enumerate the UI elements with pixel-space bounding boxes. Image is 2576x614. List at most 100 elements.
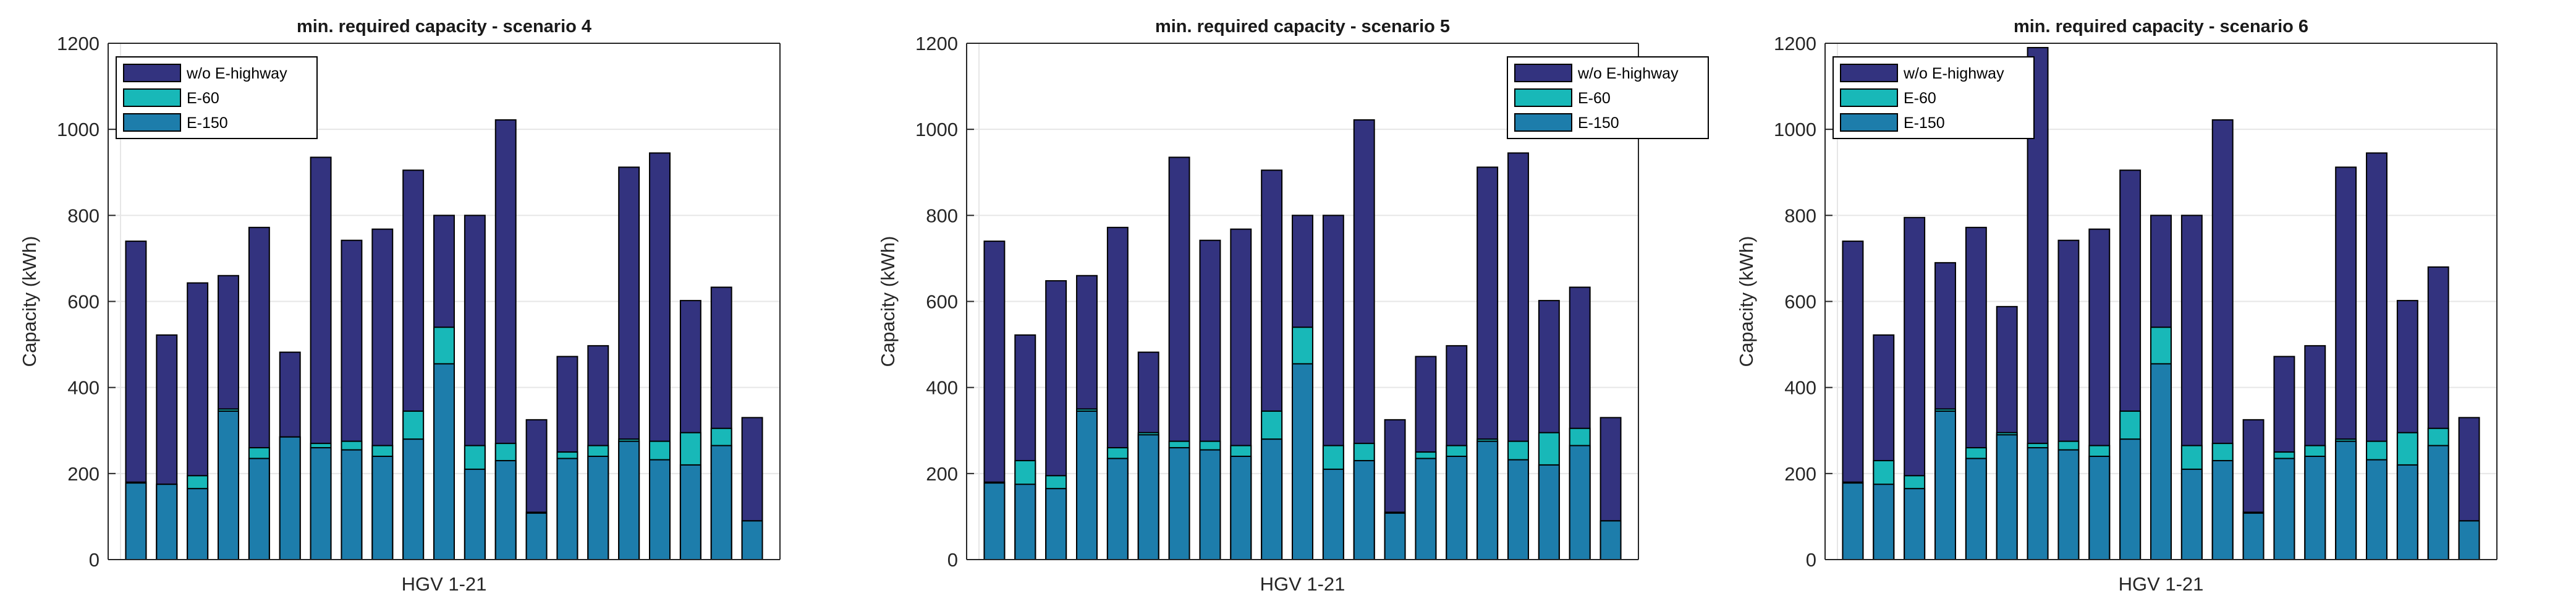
- bar-e-150-hgv-16: [1446, 456, 1468, 560]
- bar-e-150-hgv-11: [2150, 363, 2172, 560]
- bar-e-150-hgv-7: [310, 447, 332, 560]
- bar-e-150-hgv-5: [1965, 458, 1987, 561]
- bar-e-150-hgv-20: [2427, 445, 2449, 561]
- bar-e-150-hgv-17: [1477, 440, 1499, 560]
- bar-e-150-hgv-6: [1996, 434, 2018, 560]
- y-tick-label: 1200: [915, 33, 958, 54]
- bar-e-150-hgv-16: [587, 456, 609, 560]
- bar-e-150-hgv-18: [649, 459, 671, 560]
- legend-swatch-w-o-e-highway: [123, 64, 181, 82]
- legend-label: w/o E-highway: [1577, 65, 1679, 82]
- bar-e-150-hgv-8: [2057, 449, 2080, 560]
- y-axis-label: Capacity (kWh): [19, 236, 40, 367]
- legend-swatch-w-o-e-highway: [1514, 64, 1572, 82]
- bar-e-150-hgv-3: [187, 488, 209, 560]
- bar-e-150-hgv-10: [402, 438, 425, 561]
- bar-e-150-hgv-21: [1599, 520, 1622, 560]
- legend-label: E-60: [1578, 90, 1611, 107]
- bar-e-150-hgv-3: [1045, 488, 1067, 560]
- bar-e-150-hgv-18: [2366, 459, 2387, 560]
- chart-panel-2: 0 200 400 600 800 1000 1200 min. required capac…: [858, 0, 1717, 614]
- bar-e-150-hgv-1: [1842, 482, 1864, 560]
- y-tick-label: 0: [1806, 549, 1816, 571]
- y-tick-label: 1200: [57, 33, 100, 54]
- y-tick-label: 1000: [915, 119, 958, 140]
- chart-panel-3: 0 200 400 600 800 1000 1200 min. required capac…: [1717, 0, 2575, 614]
- legend-swatch-e-150: [123, 113, 181, 132]
- bar-e-150-hgv-2: [1014, 484, 1036, 561]
- legend-swatch-e-150: [1514, 113, 1572, 132]
- y-tick-label: 400: [67, 377, 100, 399]
- chart-panel-1: 0 200 400 600 800 1000 1200 min. required capac…: [0, 0, 858, 614]
- legend-label: E-150: [1578, 114, 1619, 132]
- bar-e-150-hgv-2: [156, 484, 178, 561]
- bar-e-150-hgv-12: [2180, 468, 2203, 560]
- bar-e-150-hgv-3: [1904, 488, 1926, 560]
- bar-e-150-hgv-17: [2335, 440, 2357, 560]
- bar-e-150-hgv-15: [1415, 458, 1437, 561]
- legend-label: w/o E-highway: [186, 65, 287, 82]
- bar-e-150-hgv-5: [1106, 458, 1129, 561]
- bar-e-150-hgv-2: [1873, 484, 1895, 561]
- chart-svg-1: 0 200 400 600 800 1000 1200 min. required capac…: [19, 17, 781, 595]
- y-tick-label: 0: [947, 549, 958, 571]
- bar-e-150-hgv-6: [1137, 434, 1159, 560]
- chart-title: min. required capacity - scenario 6: [2014, 17, 2308, 36]
- y-tick-label: 400: [926, 377, 958, 399]
- legend: w/o E-highway E-60 E-150: [1832, 56, 2035, 139]
- y-tick-label: 800: [926, 205, 958, 226]
- bar-e-150-hgv-1: [125, 482, 147, 560]
- legend-swatch-w-o-e-highway: [1840, 64, 1898, 82]
- y-tick-label: 200: [926, 463, 958, 485]
- bar-e-150-hgv-10: [1261, 438, 1283, 561]
- x-axis-label: HGV 1-21: [2119, 573, 2204, 595]
- bar-e-150-hgv-21: [741, 520, 763, 560]
- legend: w/o E-highway E-60 E-150: [1507, 56, 1709, 139]
- bar-e-150-hgv-20: [1569, 445, 1591, 561]
- bar-e-150-hgv-9: [1230, 456, 1252, 560]
- x-axis-label: HGV 1-21: [1260, 573, 1345, 595]
- bar-e-150-hgv-16: [2304, 456, 2326, 560]
- y-tick-label: 400: [1784, 377, 1816, 399]
- y-tick-label: 600: [67, 291, 100, 313]
- legend-label: E-60: [1904, 90, 1936, 107]
- bar-e-150-hgv-7: [2027, 447, 2049, 560]
- y-tick-label: 200: [1784, 463, 1816, 485]
- y-axis-label: Capacity (kWh): [1735, 236, 1757, 367]
- legend-label: E-150: [1904, 114, 1945, 132]
- bar-e-150-hgv-13: [1353, 459, 1375, 560]
- bar-e-150-hgv-4: [1076, 410, 1098, 560]
- chart-title: min. required capacity - scenario 4: [297, 17, 591, 36]
- legend: w/o E-highway E-60 E-150: [116, 56, 318, 139]
- bar-e-150-hgv-12: [1322, 468, 1344, 560]
- legend-swatch-e-150: [1840, 113, 1898, 132]
- y-tick-label: 800: [67, 205, 100, 226]
- bar-e-150-hgv-20: [710, 445, 732, 561]
- bar-e-150-hgv-13: [494, 459, 517, 560]
- bar-e-150-hgv-17: [618, 440, 640, 560]
- bar-e-150-hgv-13: [2211, 459, 2234, 560]
- y-tick-label: 1000: [57, 119, 100, 140]
- bar-e-150-hgv-15: [556, 458, 578, 561]
- y-axis-label: Capacity (kWh): [877, 236, 899, 367]
- y-tick-label: 1200: [1774, 33, 1816, 54]
- x-axis-label: HGV 1-21: [402, 573, 487, 595]
- legend-swatch-e-60: [1840, 88, 1898, 107]
- bar-e-150-hgv-14: [1384, 512, 1406, 560]
- bar-e-150-hgv-15: [2273, 458, 2295, 561]
- bar-e-150-hgv-9: [2088, 456, 2111, 560]
- bar-e-150-hgv-14: [525, 512, 548, 560]
- bar-e-150-hgv-11: [433, 363, 455, 560]
- bar-e-150-hgv-18: [1507, 459, 1529, 560]
- y-tick-label: 0: [89, 549, 100, 571]
- bar-e-150-hgv-19: [2396, 464, 2418, 561]
- chart-svg-2: 0 200 400 600 800 1000 1200 min. required capac…: [877, 17, 1709, 595]
- chart-title: min. required capacity - scenario 5: [1155, 17, 1450, 36]
- legend-swatch-e-60: [1514, 88, 1572, 107]
- bar-e-150-hgv-4: [1934, 410, 1956, 560]
- chart-svg-3: 0 200 400 600 800 1000 1200 min. required capac…: [1735, 17, 2498, 595]
- bar-e-150-hgv-14: [2242, 512, 2265, 560]
- bar-e-150-hgv-4: [218, 410, 239, 560]
- bar-e-150-hgv-19: [679, 464, 701, 561]
- y-tick-label: 600: [926, 291, 958, 313]
